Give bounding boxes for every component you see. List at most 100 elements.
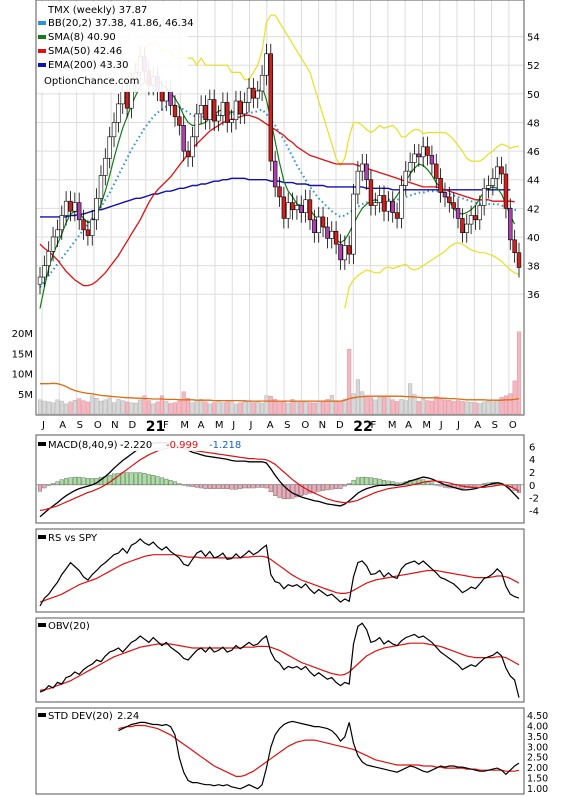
macd-histogram-bar — [138, 472, 143, 486]
candle-body — [281, 196, 287, 219]
macd-histogram-bar — [255, 484, 260, 488]
volume-bar — [246, 400, 252, 415]
candle-body — [486, 185, 491, 189]
candle-body — [111, 122, 117, 138]
std-plot — [118, 720, 520, 790]
candle-body — [390, 200, 395, 213]
price-tick-label: 48 — [527, 118, 540, 129]
volume-bar — [373, 399, 378, 415]
macd-histogram-bar — [225, 484, 230, 489]
std-average-line — [118, 724, 520, 777]
sma8-line — [39, 78, 516, 309]
candle-body — [455, 208, 461, 219]
volume-bar — [90, 395, 95, 415]
macd-histogram-bar — [107, 475, 112, 486]
volume-bar — [190, 402, 195, 415]
month-label: M — [180, 420, 189, 431]
rs-legend: RS vs SPY — [38, 533, 98, 544]
macd-histogram-bar — [146, 474, 151, 485]
candle-body — [351, 193, 356, 255]
candle-body — [220, 102, 226, 116]
macd-histogram-bar — [382, 480, 387, 486]
month-label: J — [439, 420, 443, 431]
macd-histogram-bar — [316, 484, 321, 492]
candle-body — [194, 113, 199, 138]
volume-bar — [416, 401, 421, 415]
volume-bar — [151, 403, 156, 415]
volume-bar — [377, 397, 382, 415]
volume-bar — [294, 401, 299, 415]
volume-bar — [233, 403, 239, 415]
macd-histogram-bar — [360, 476, 365, 485]
candle-body — [364, 163, 369, 181]
candle-body — [268, 53, 273, 162]
month-label: J — [249, 420, 253, 431]
volume-bar — [451, 401, 456, 415]
legend-sma50: SMA(50) 42.46 — [48, 46, 122, 57]
volume-bar — [442, 399, 448, 415]
macd-histogram-bar — [203, 484, 208, 489]
candle-body — [429, 155, 435, 165]
volume-bar — [59, 400, 64, 415]
obv-plot — [39, 622, 520, 698]
macd-histogram-bar — [194, 484, 199, 488]
candle-body — [272, 160, 278, 188]
macd-histogram-bar — [46, 484, 51, 486]
macd-tick-label: 4 — [529, 455, 535, 466]
macd-histogram-bar — [59, 479, 64, 485]
month-label: J — [456, 420, 460, 431]
candle-body — [416, 153, 422, 158]
legend-swatch-sma50 — [38, 49, 46, 53]
candle-body — [386, 200, 391, 212]
std-tick-label: 2.50 — [527, 753, 548, 764]
obv-plot-average-line — [39, 642, 520, 691]
macd-tick-label: -4 — [529, 506, 539, 517]
price-tick-label: 44 — [527, 176, 540, 187]
macd-histogram-bar — [334, 484, 339, 489]
candle-body — [307, 199, 313, 221]
month-label: F — [163, 420, 169, 431]
candle-body — [346, 245, 352, 255]
volume-bar — [68, 401, 73, 415]
macd-histogram-bar — [216, 484, 221, 489]
volume-bar — [429, 400, 434, 415]
candle-body — [425, 146, 430, 156]
price-tick-label: 38 — [527, 262, 540, 273]
std-title: STD DEV(20) — [48, 711, 113, 722]
candle-body — [451, 202, 456, 209]
volume-bar — [299, 400, 304, 415]
volume-bar — [242, 399, 247, 415]
macd-histogram-bar — [273, 484, 278, 496]
candle-body — [403, 170, 408, 186]
macd-legend: MACD(8,40,9) -2.220 -0.999 -1.218 — [38, 437, 270, 451]
macd-histogram-bar — [416, 479, 421, 485]
price-tick-label: 54 — [527, 33, 540, 44]
macd-histogram-bar — [477, 484, 482, 486]
macd-histogram-bar — [129, 472, 134, 486]
candle-body — [72, 202, 78, 212]
volume-bar — [399, 399, 404, 415]
volume-bar — [434, 396, 439, 415]
macd-signal-value: -0.999 — [166, 440, 198, 451]
candle-body — [233, 100, 239, 120]
macd-histogram-bar — [212, 484, 217, 489]
candle-body — [107, 136, 112, 159]
volume-bar — [216, 401, 221, 415]
price-title: TMX (weekly) 37.87 — [47, 5, 147, 16]
candle-body — [124, 90, 130, 109]
macd-histogram-bar — [190, 484, 195, 487]
volume-bar — [164, 400, 169, 415]
candle-body — [159, 90, 165, 102]
candle-body — [120, 90, 125, 105]
macd-histogram-bar — [268, 484, 273, 493]
volume-tick-label: 15M — [12, 349, 33, 360]
rs-plot — [39, 538, 520, 607]
month-label: F — [371, 420, 377, 431]
candle-body — [407, 162, 413, 172]
candle-body — [303, 199, 308, 213]
volume-bar — [98, 400, 104, 415]
candle-body — [512, 239, 517, 254]
price-panel-frame — [35, 0, 525, 416]
volume-bar — [386, 395, 391, 415]
candle-body — [290, 202, 295, 211]
